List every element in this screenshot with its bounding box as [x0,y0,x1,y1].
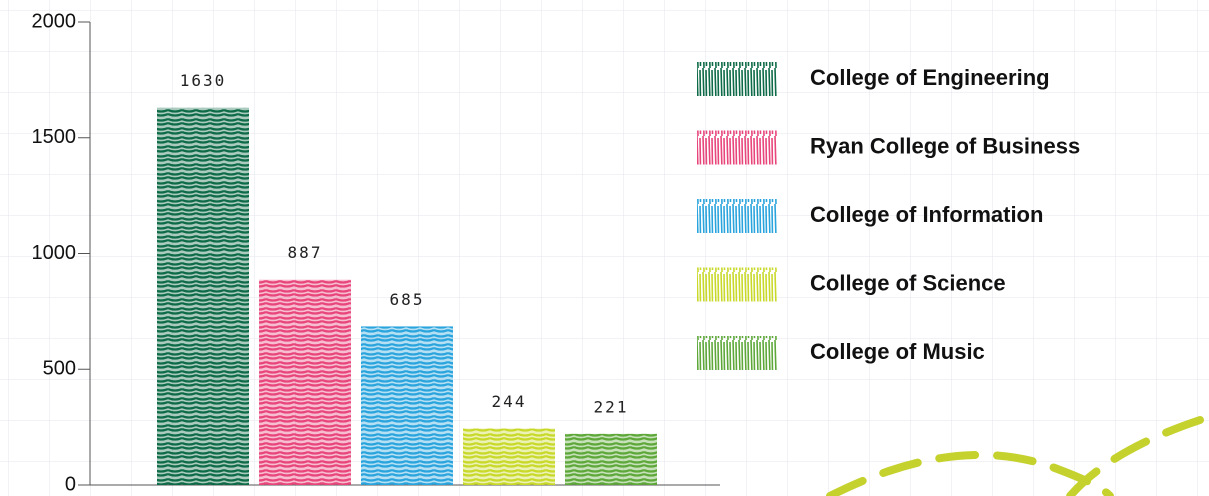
legend-label: College of Engineering [810,65,1050,90]
value-label: 1630 [180,71,227,90]
bar [259,279,351,485]
y-tick-label: 1000 [32,242,77,264]
legend-swatch [697,336,777,370]
legend-swatch [697,199,777,233]
legend-swatch [697,267,777,302]
legend-label: College of Music [810,339,985,364]
y-tick-label: 500 [43,358,76,380]
y-tick-label: 0 [65,473,76,495]
legend-label: College of Information [810,202,1043,227]
legend-label: College of Science [810,270,1006,295]
decoration [826,416,1204,496]
value-label: 244 [492,392,527,411]
legend-swatch [697,130,777,165]
bar [157,107,249,485]
y-tick-label: 1500 [32,126,77,148]
bar [463,428,555,485]
legend-label: Ryan College of Business [810,133,1080,158]
value-label: 685 [390,290,425,309]
y-tick-label: 2000 [32,10,77,32]
value-label: 887 [288,243,323,262]
bar [361,326,453,485]
value-label: 221 [594,397,629,416]
legend-swatch [697,62,777,96]
bar [565,433,657,485]
